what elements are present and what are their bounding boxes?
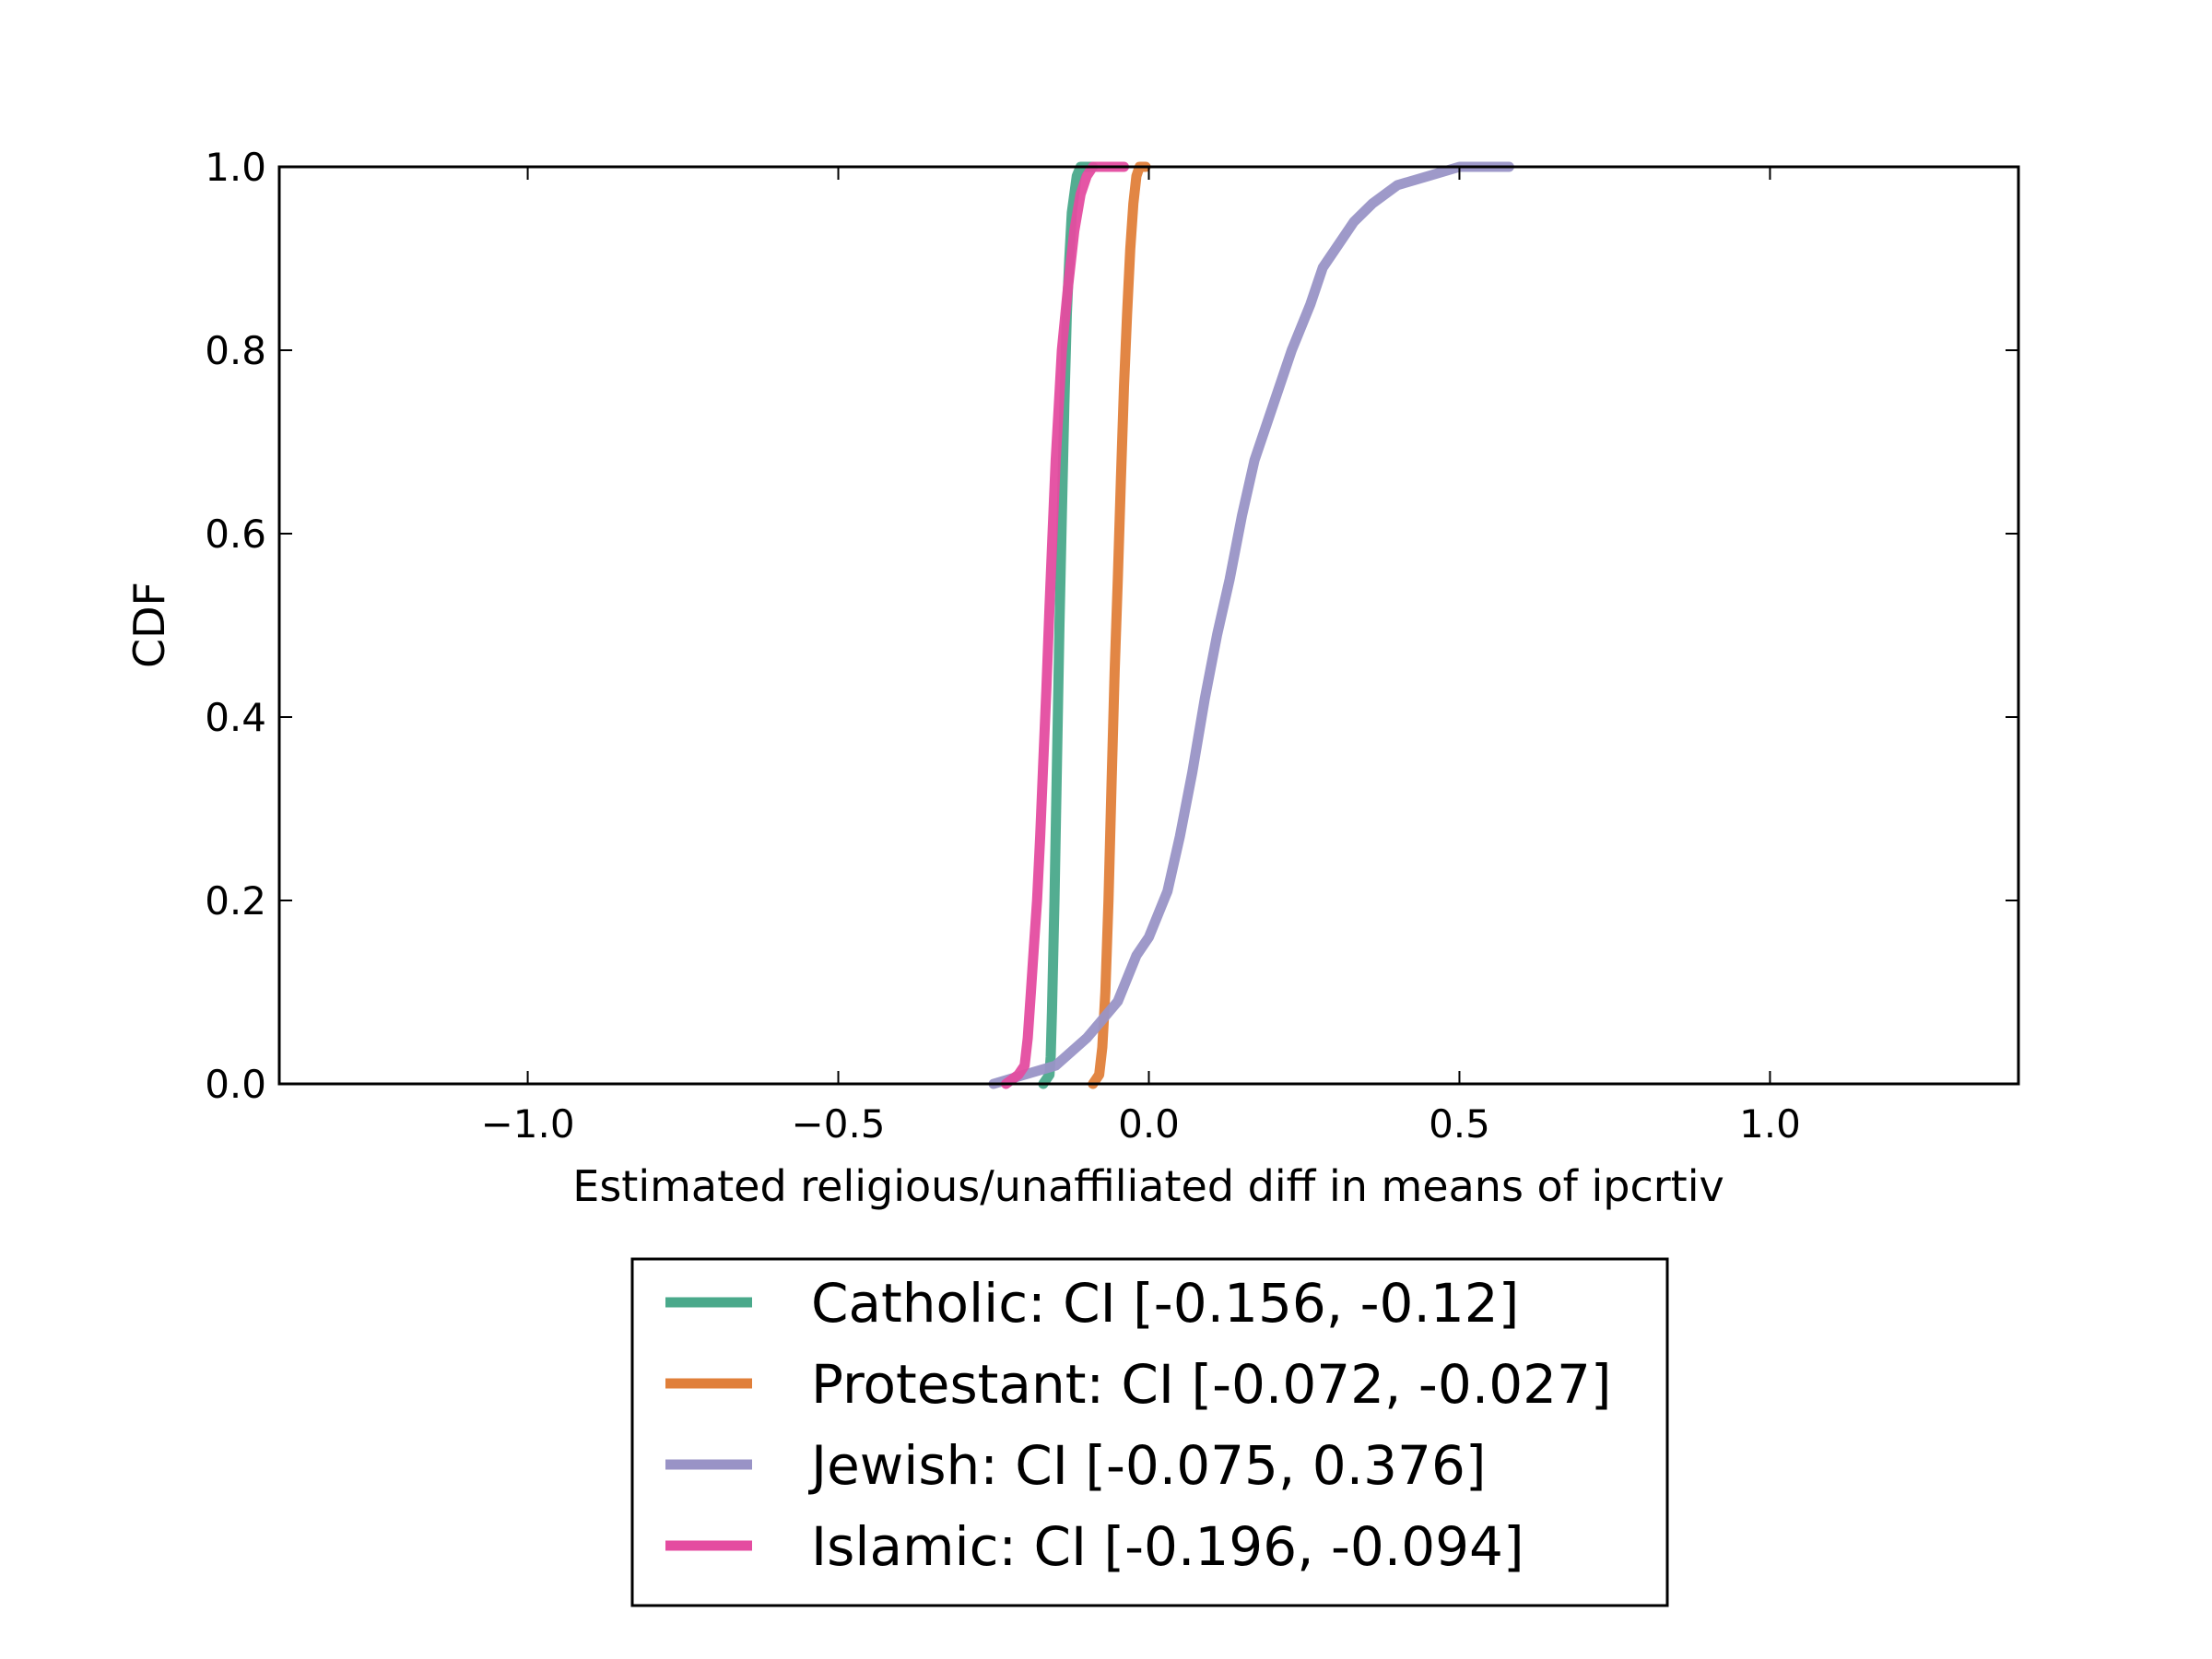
x-axis-label: Estimated religious/unaffiliated diff in… <box>572 1161 1724 1211</box>
series-layer <box>988 161 1514 1089</box>
legend-items: Catholic: CI [-0.156, -0.12] Protestant: … <box>665 1272 1612 1578</box>
x-tick-label-1: −0.5 <box>792 1101 886 1147</box>
plot-frame <box>277 165 2020 1086</box>
series-line-3 <box>1001 161 1129 1089</box>
legend-label-3: Islamic: CI [-0.196, -0.094] <box>811 1515 1524 1578</box>
y-tick-label-0: 0.0 <box>205 1062 266 1107</box>
y-tick-label-2: 0.4 <box>205 695 266 740</box>
legend-frame <box>630 1257 1669 1607</box>
legend-label-0: Catholic: CI [-0.156, -0.12] <box>811 1272 1519 1335</box>
x-tick-label-4: 1.0 <box>1739 1101 1801 1147</box>
y-tick-label-4: 0.8 <box>205 328 266 373</box>
y-tick-label-5: 1.0 <box>205 145 266 190</box>
y-axis-label: CDF <box>124 582 174 668</box>
ticks-layer: −1.0 −0.5 0.0 0.5 1.0 0.0 0.2 0.4 0.6 0.8 1.0 <box>205 145 2018 1147</box>
y-tick-label-3: 0.6 <box>205 512 266 557</box>
x-tick-label-3: 0.5 <box>1429 1101 1490 1147</box>
x-tick-label-2: 0.0 <box>1118 1101 1180 1147</box>
series-line-0 <box>1038 161 1099 1089</box>
x-tick-label-0: −1.0 <box>481 1101 575 1147</box>
legend-label-1: Protestant: CI [-0.072, -0.027] <box>811 1353 1612 1416</box>
legend-label-2: Jewish: CI [-0.075, 0.376] <box>808 1434 1486 1497</box>
legend: Catholic: CI [-0.156, -0.12] Protestant: … <box>630 1257 1669 1607</box>
y-tick-label-1: 0.2 <box>205 878 266 924</box>
series-line-2 <box>988 161 1514 1089</box>
